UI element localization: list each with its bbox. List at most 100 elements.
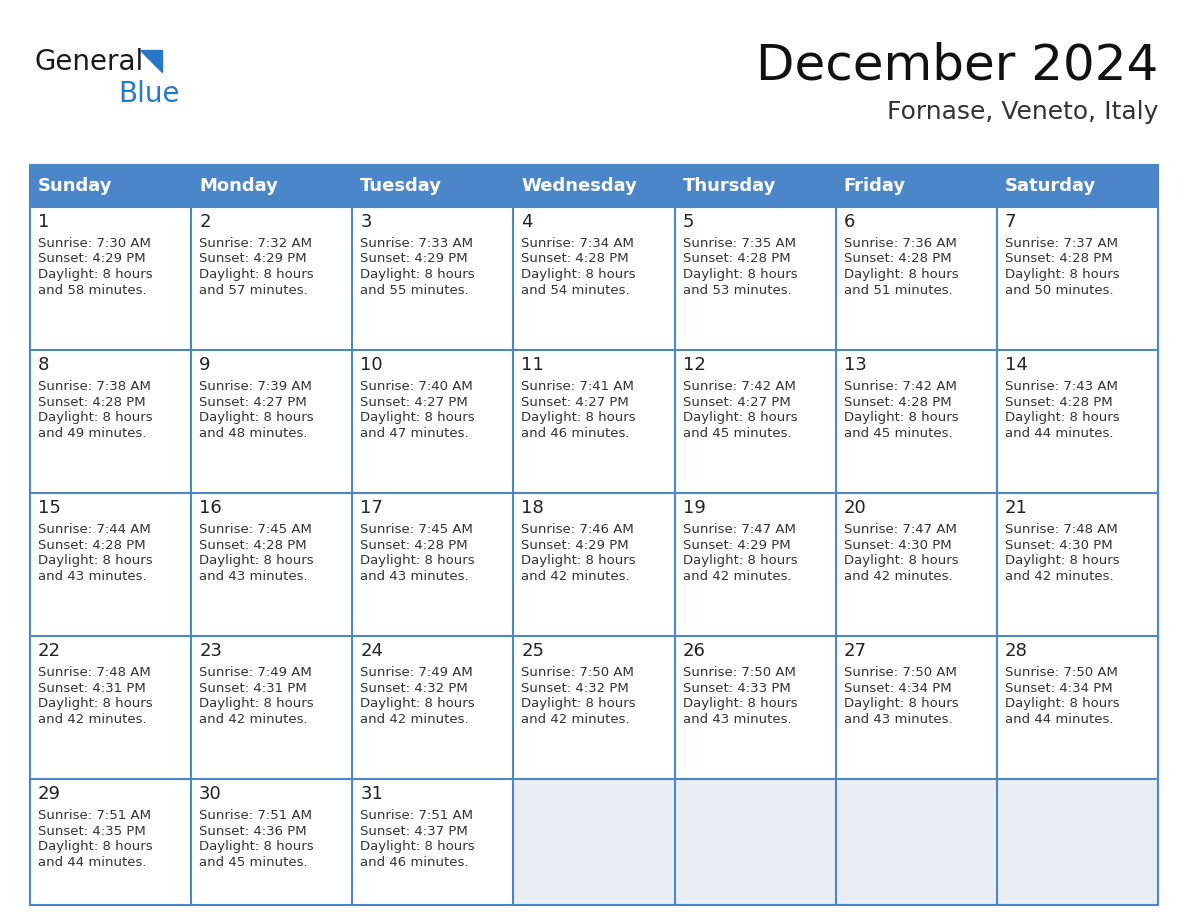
- Text: Saturday: Saturday: [1005, 177, 1097, 195]
- Bar: [30, 636, 191, 779]
- Text: Daylight: 8 hours: Daylight: 8 hours: [1005, 268, 1119, 281]
- Text: Daylight: 8 hours: Daylight: 8 hours: [1005, 698, 1119, 711]
- Bar: [513, 207, 675, 350]
- Text: Sunrise: 7:43 AM: Sunrise: 7:43 AM: [1005, 380, 1118, 393]
- Bar: [675, 779, 835, 905]
- Text: Sunrise: 7:51 AM: Sunrise: 7:51 AM: [360, 810, 473, 823]
- Bar: [191, 350, 353, 493]
- Text: Sunrise: 7:50 AM: Sunrise: 7:50 AM: [522, 666, 634, 679]
- Text: 1: 1: [38, 213, 50, 231]
- Text: Sunset: 4:29 PM: Sunset: 4:29 PM: [522, 539, 630, 552]
- Text: Sunrise: 7:47 AM: Sunrise: 7:47 AM: [843, 523, 956, 536]
- Bar: [191, 636, 353, 779]
- Text: Sunset: 4:30 PM: Sunset: 4:30 PM: [843, 539, 952, 552]
- Bar: [997, 350, 1158, 493]
- Text: Sunset: 4:29 PM: Sunset: 4:29 PM: [38, 252, 146, 265]
- FancyBboxPatch shape: [675, 165, 835, 207]
- Text: General: General: [34, 48, 144, 76]
- Text: Sunset: 4:31 PM: Sunset: 4:31 PM: [38, 682, 146, 695]
- Text: Sunset: 4:33 PM: Sunset: 4:33 PM: [683, 682, 790, 695]
- Bar: [353, 493, 513, 636]
- Text: and 42 minutes.: and 42 minutes.: [843, 570, 953, 583]
- Bar: [513, 493, 675, 636]
- Text: 22: 22: [38, 643, 61, 660]
- Text: Sunset: 4:34 PM: Sunset: 4:34 PM: [843, 682, 952, 695]
- Text: Daylight: 8 hours: Daylight: 8 hours: [360, 268, 475, 281]
- Text: Daylight: 8 hours: Daylight: 8 hours: [683, 411, 797, 424]
- Bar: [835, 779, 997, 905]
- Bar: [30, 493, 191, 636]
- Text: and 46 minutes.: and 46 minutes.: [522, 427, 630, 440]
- Text: 21: 21: [1005, 499, 1028, 517]
- Bar: [353, 350, 513, 493]
- Text: Daylight: 8 hours: Daylight: 8 hours: [522, 554, 636, 567]
- Text: and 45 minutes.: and 45 minutes.: [200, 856, 308, 868]
- Text: Sunrise: 7:51 AM: Sunrise: 7:51 AM: [200, 810, 312, 823]
- Text: Sunset: 4:27 PM: Sunset: 4:27 PM: [360, 396, 468, 409]
- Bar: [353, 636, 513, 779]
- Bar: [675, 207, 835, 350]
- Bar: [835, 493, 997, 636]
- Bar: [997, 779, 1158, 905]
- Text: Sunrise: 7:46 AM: Sunrise: 7:46 AM: [522, 523, 634, 536]
- Text: Daylight: 8 hours: Daylight: 8 hours: [38, 268, 152, 281]
- Text: Sunset: 4:28 PM: Sunset: 4:28 PM: [360, 539, 468, 552]
- Text: 6: 6: [843, 213, 855, 231]
- Text: and 43 minutes.: and 43 minutes.: [38, 570, 146, 583]
- Text: Sunset: 4:28 PM: Sunset: 4:28 PM: [843, 396, 952, 409]
- Bar: [191, 207, 353, 350]
- Text: and 50 minutes.: and 50 minutes.: [1005, 284, 1113, 297]
- Text: December 2024: December 2024: [756, 42, 1158, 90]
- Text: Daylight: 8 hours: Daylight: 8 hours: [683, 698, 797, 711]
- Bar: [30, 207, 191, 350]
- Text: Monday: Monday: [200, 177, 278, 195]
- Bar: [513, 779, 675, 905]
- Text: and 55 minutes.: and 55 minutes.: [360, 284, 469, 297]
- Bar: [353, 779, 513, 905]
- Text: Sunrise: 7:39 AM: Sunrise: 7:39 AM: [200, 380, 312, 393]
- Text: and 47 minutes.: and 47 minutes.: [360, 427, 469, 440]
- Text: Sunday: Sunday: [38, 177, 113, 195]
- Text: Sunrise: 7:42 AM: Sunrise: 7:42 AM: [683, 380, 796, 393]
- Text: 31: 31: [360, 786, 384, 803]
- Text: and 44 minutes.: and 44 minutes.: [1005, 427, 1113, 440]
- Bar: [513, 350, 675, 493]
- Text: Sunset: 4:31 PM: Sunset: 4:31 PM: [200, 682, 307, 695]
- Bar: [675, 636, 835, 779]
- FancyBboxPatch shape: [513, 165, 675, 207]
- Text: Daylight: 8 hours: Daylight: 8 hours: [38, 554, 152, 567]
- Text: and 54 minutes.: and 54 minutes.: [522, 284, 630, 297]
- Text: and 53 minutes.: and 53 minutes.: [683, 284, 791, 297]
- Text: Sunrise: 7:45 AM: Sunrise: 7:45 AM: [200, 523, 312, 536]
- Text: Daylight: 8 hours: Daylight: 8 hours: [38, 840, 152, 854]
- Text: Daylight: 8 hours: Daylight: 8 hours: [683, 268, 797, 281]
- Text: and 42 minutes.: and 42 minutes.: [683, 570, 791, 583]
- Text: and 42 minutes.: and 42 minutes.: [200, 712, 308, 726]
- Text: and 42 minutes.: and 42 minutes.: [522, 570, 630, 583]
- Text: 2: 2: [200, 213, 210, 231]
- Bar: [997, 207, 1158, 350]
- Text: Sunrise: 7:41 AM: Sunrise: 7:41 AM: [522, 380, 634, 393]
- Text: Daylight: 8 hours: Daylight: 8 hours: [360, 698, 475, 711]
- Text: Tuesday: Tuesday: [360, 177, 442, 195]
- Text: 30: 30: [200, 786, 222, 803]
- Text: 18: 18: [522, 499, 544, 517]
- Text: Sunset: 4:29 PM: Sunset: 4:29 PM: [360, 252, 468, 265]
- Text: Daylight: 8 hours: Daylight: 8 hours: [200, 268, 314, 281]
- Text: and 43 minutes.: and 43 minutes.: [843, 712, 953, 726]
- Text: Sunset: 4:27 PM: Sunset: 4:27 PM: [683, 396, 790, 409]
- Bar: [675, 493, 835, 636]
- Text: Sunset: 4:28 PM: Sunset: 4:28 PM: [200, 539, 307, 552]
- Text: and 43 minutes.: and 43 minutes.: [200, 570, 308, 583]
- Text: Daylight: 8 hours: Daylight: 8 hours: [360, 840, 475, 854]
- Text: Sunrise: 7:45 AM: Sunrise: 7:45 AM: [360, 523, 473, 536]
- Text: 20: 20: [843, 499, 866, 517]
- Text: 10: 10: [360, 356, 383, 375]
- Bar: [30, 779, 191, 905]
- Text: Fornase, Veneto, Italy: Fornase, Veneto, Italy: [886, 100, 1158, 124]
- Text: Sunrise: 7:44 AM: Sunrise: 7:44 AM: [38, 523, 151, 536]
- Bar: [997, 493, 1158, 636]
- Text: Blue: Blue: [118, 80, 179, 108]
- Text: 25: 25: [522, 643, 544, 660]
- Text: Friday: Friday: [843, 177, 905, 195]
